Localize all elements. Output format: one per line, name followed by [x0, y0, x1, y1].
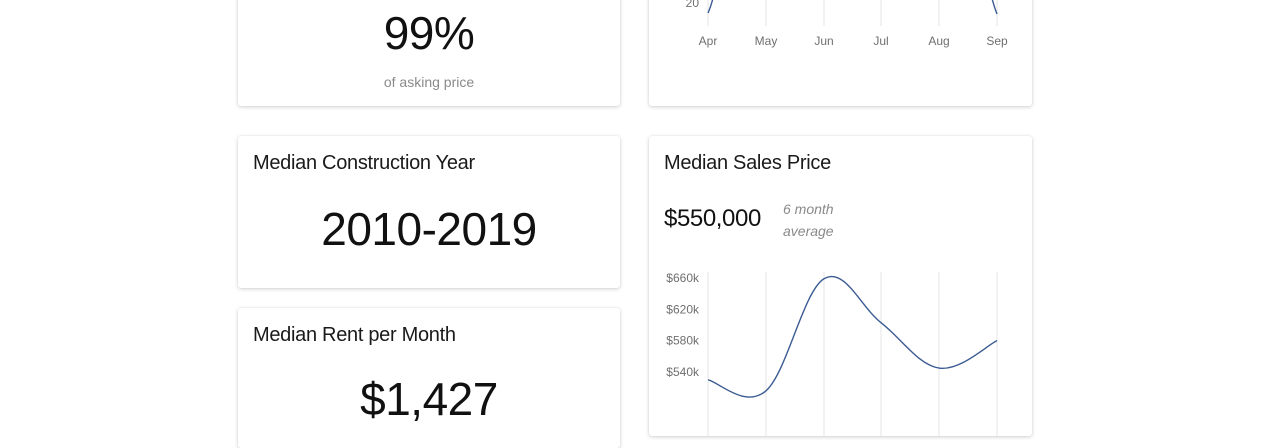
y-tick-label: $620k — [666, 302, 700, 316]
days-on-market-card: Apr May Jun Jul Aug Sep 20 — [649, 0, 1032, 106]
y-tick-label: 20 — [686, 0, 700, 10]
rent-card: Median Rent per Month $1,427 — [238, 308, 620, 448]
construction-year-value: 2010-2019 — [321, 203, 537, 255]
sale-to-list-value: 99% — [383, 7, 475, 59]
sales-price-note: 6 month average — [783, 201, 834, 239]
x-tick-label: Sep — [986, 34, 1008, 48]
series-line — [991, 0, 998, 15]
sale-to-list-caption: of asking price — [383, 74, 475, 90]
x-tick-label: Aug — [928, 34, 949, 48]
x-tick-label: Jun — [814, 34, 833, 48]
y-tick-label: $660k — [666, 271, 700, 285]
construction-year-card: Median Construction Year 2010-2019 — [238, 136, 620, 288]
construction-year-title: Median Construction Year — [253, 152, 475, 174]
sales-price-title: Median Sales Price — [664, 152, 831, 174]
days-on-market-chart: Apr May Jun Jul Aug Sep 20 — [686, 0, 1008, 48]
rent-value: $1,427 — [360, 373, 498, 425]
sales-price-chart: $660k $620k $580k $540k — [666, 271, 998, 436]
sales-price-value: $550,000 — [664, 205, 761, 232]
x-tick-label: May — [755, 34, 778, 48]
series-line — [707, 275, 998, 398]
y-tick-label: $540k — [666, 365, 700, 379]
x-tick-label: Jul — [873, 34, 888, 48]
sales-price-card: Median Sales Price $550,000 6 month aver… — [649, 136, 1032, 436]
x-tick-label: Apr — [699, 34, 718, 48]
rent-title: Median Rent per Month — [253, 324, 456, 346]
y-tick-label: $580k — [666, 334, 700, 348]
sale-to-list-card: 99% of asking price — [238, 0, 620, 106]
series-line — [707, 0, 714, 14]
